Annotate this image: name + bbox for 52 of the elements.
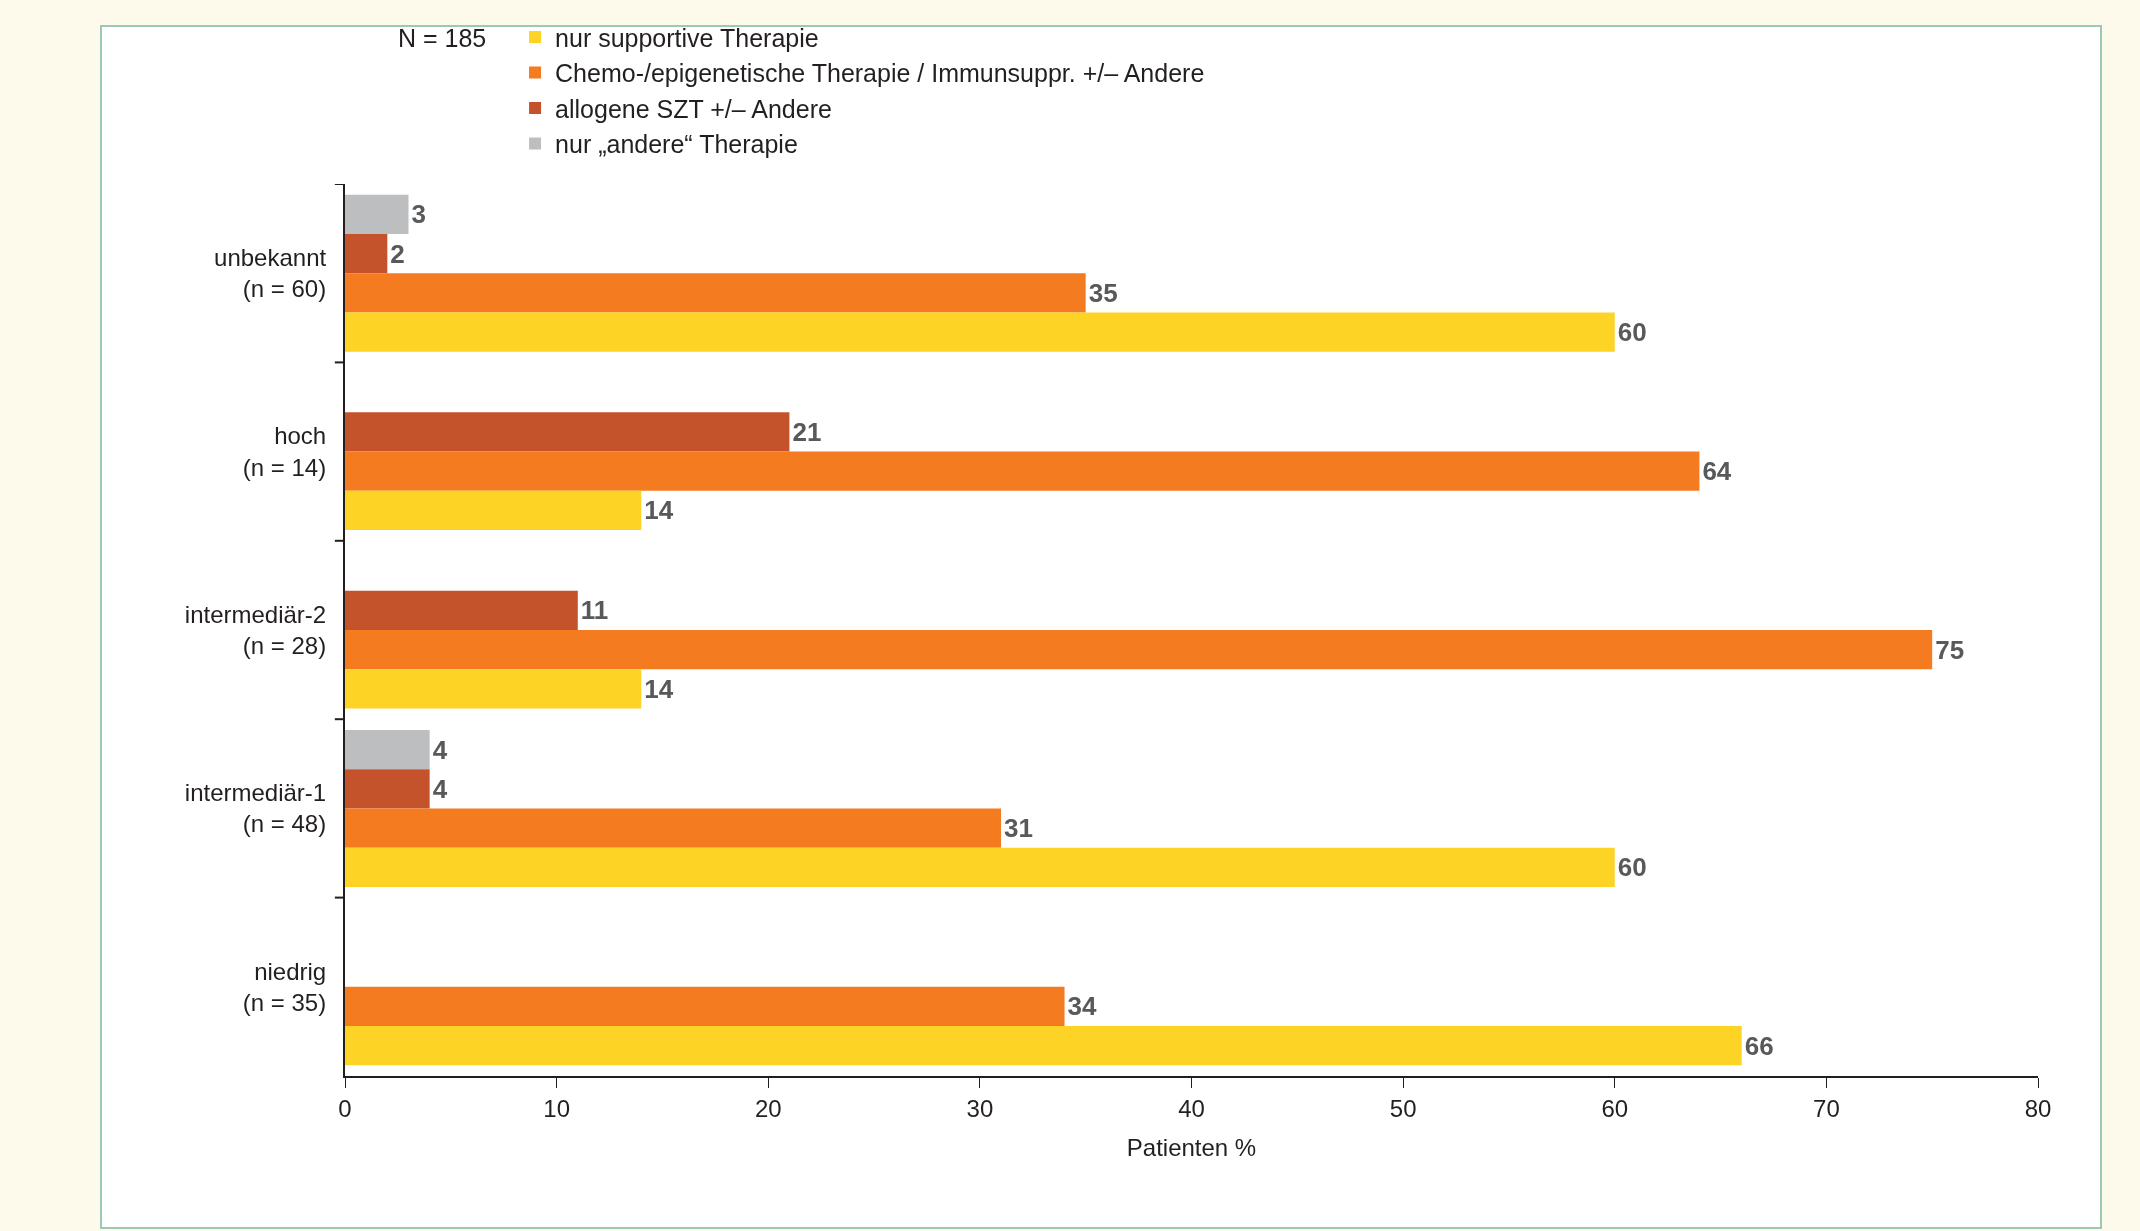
data-label: 60 [1617,852,1647,883]
bar [345,729,430,770]
x-tick-label: 60 [1601,1094,1629,1122]
bar [345,847,1615,887]
bar [345,590,578,630]
bar [345,194,409,234]
bar [345,273,1086,313]
data-label: 4 [432,734,448,765]
data-label: 3 [411,199,426,230]
y-tick-label: intermediär-2 (n = 28) [184,600,327,659]
x-tick-label: 0 [338,1094,352,1122]
bar [345,669,642,709]
data-label: 35 [1088,277,1118,308]
data-label: 75 [1935,634,1965,665]
data-label: 4 [432,773,448,804]
x-tick-label: 30 [966,1094,994,1122]
x-tick-label: 40 [1178,1094,1205,1122]
data-label: 14 [644,673,674,704]
x-tick-label: 10 [543,1094,570,1122]
data-label: 14 [644,495,674,526]
bar [345,986,1065,1027]
y-tick-label: hoch (n = 14) [242,422,327,481]
x-tick-label: 80 [2024,1094,2052,1122]
legend-label: nur supportive Therapie [555,23,819,52]
legend-label: allogene SZT +/– Andere [555,94,832,123]
x-tick-label: 70 [1813,1094,1840,1122]
data-label: 31 [1004,813,1033,844]
x-tick-label: 20 [754,1094,782,1122]
legend-label: Chemo-/epigenetische Therapie / Immunsuppr. +/– Andere [555,59,1205,88]
bar [345,769,430,809]
legend-title: N = 185 [397,23,508,52]
bar [345,630,1933,670]
data-label: 64 [1702,456,1732,487]
data-label: 66 [1744,1030,1774,1061]
bar [345,490,642,531]
data-label: 2 [390,238,405,269]
data-label: 60 [1617,317,1647,348]
bar [345,1026,1742,1066]
bar [345,808,1002,848]
data-label: 34 [1067,991,1097,1022]
legend-label: nur „andere“ Therapie [555,130,798,159]
bar [345,233,388,274]
data-label: 21 [792,416,822,447]
y-tick-label: niedrig (n = 35) [242,957,327,1016]
bar [345,412,790,452]
data-label: 11 [580,595,609,626]
y-tick-label: intermediär-1 (n = 48) [184,779,327,838]
x-axis-title: Patienten % [1126,1133,1257,1161]
x-tick-label: 50 [1389,1094,1417,1122]
bar [345,451,1700,491]
bar [345,312,1615,352]
y-tick-label: unbekannt (n = 60) [214,244,327,303]
